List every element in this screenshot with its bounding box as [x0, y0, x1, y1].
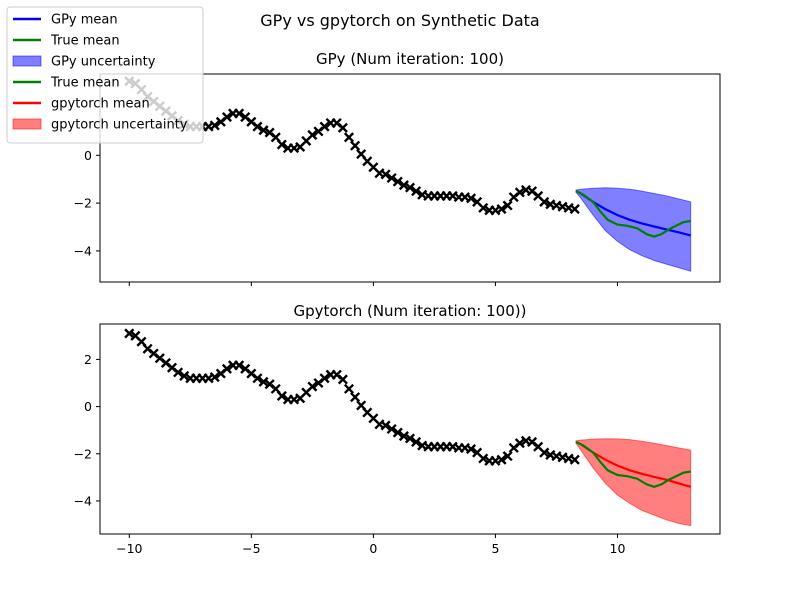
- gpy-y-tick-label: 0: [84, 148, 92, 163]
- gpytorch-observation-marker: [465, 444, 477, 455]
- gpytorch-y-tick-label: 0: [84, 399, 92, 414]
- gpy-subplot-title: GPy (Num iteration: 100): [316, 50, 504, 68]
- gpy-observation-marker: [350, 140, 361, 151]
- gpytorch-observation-marker: [502, 451, 513, 462]
- gpytorch-observation-marker: [258, 376, 269, 387]
- legend: GPy mean True mean GPy uncertainty True mea…: [6, 6, 204, 144]
- gpy-observation-marker: [343, 132, 355, 143]
- gpytorch-observation-marker: [350, 392, 361, 403]
- gpytorch-observation-marker: [209, 372, 220, 383]
- gpy-observation-marker: [258, 125, 269, 136]
- gpytorch-x-tick-label: −5: [242, 541, 260, 556]
- gpytorch-true-mean-line: [575, 441, 691, 488]
- gpytorch-observation-marker: [392, 427, 403, 438]
- legend-label-gpytorch-mean: gpytorch mean: [51, 97, 150, 112]
- gpy-observation-marker: [386, 172, 397, 184]
- gpytorch-observation-marker: [221, 363, 232, 374]
- gpy-observation-marker: [496, 204, 507, 215]
- gpytorch-observation-marker: [496, 454, 507, 465]
- gpytorch-axes-frame: [99, 323, 721, 535]
- gpy-observation-marker: [337, 122, 348, 133]
- gpy-y-tick-label: −4: [74, 243, 92, 258]
- gpytorch-observation-marker: [569, 454, 580, 465]
- figure-title: GPy vs gpytorch on Synthetic Data: [260, 11, 539, 30]
- gpytorch-observation-marker: [179, 370, 190, 381]
- gpy-observation-marker: [539, 196, 550, 207]
- gpytorch-observation-marker: [276, 390, 287, 402]
- gpy-observation-marker: [398, 180, 409, 191]
- gpy-y-tick-label: −2: [74, 196, 92, 211]
- gpytorch-x-tick-label: 10: [610, 541, 626, 556]
- gpy-observation-marker: [569, 204, 580, 215]
- legend-frame: [6, 6, 204, 144]
- gpytorch-observation-marker: [386, 423, 397, 435]
- gpy-observation-marker: [514, 187, 525, 198]
- gpytorch-observation-marker: [478, 453, 489, 464]
- gpy-observation-marker: [392, 176, 403, 187]
- gpytorch-observation-marker: [307, 381, 318, 392]
- gpy-observation-marker: [307, 129, 318, 141]
- gpytorch-observation-marker: [380, 420, 391, 431]
- gpytorch-y-tick-label: 2: [84, 352, 92, 367]
- gpytorch-observation-marker: [173, 367, 184, 378]
- gpytorch-observation-marker: [404, 433, 416, 444]
- gpy-observation-marker: [221, 111, 232, 123]
- gpytorch-observation-marker: [411, 436, 422, 448]
- gpytorch-observation-marker: [234, 360, 245, 371]
- gpytorch-observation-marker: [539, 447, 550, 458]
- gpy-observation-marker: [209, 120, 220, 131]
- gpy-observation-marker: [234, 108, 245, 119]
- legend-label-true-mean: True mean: [50, 76, 120, 91]
- gpy-observation-marker: [502, 200, 513, 211]
- gpytorch-observation-marker: [124, 328, 135, 339]
- legend-swatch-gpytorch-uncertainty: [12, 118, 42, 130]
- gpytorch-observation-marker: [343, 383, 355, 394]
- gpytorch-x-tick-label: −10: [116, 541, 142, 556]
- gpytorch-y-tick-label: −2: [74, 446, 92, 461]
- legend-label-gpy-uncertainty: GPy uncertainty: [51, 55, 156, 70]
- gpytorch-observation-marker: [514, 438, 525, 449]
- gpy-observation-marker: [319, 121, 330, 132]
- legend-swatch-gpy-uncertainty: [12, 55, 42, 67]
- gpy-observation-marker: [380, 169, 391, 180]
- legend-label-gpytorch-uncertainty: gpytorch uncertainty: [51, 118, 188, 133]
- gpy-axes-frame: [99, 73, 721, 283]
- gpytorch-observation-marker: [252, 373, 263, 384]
- gpytorch-x-tick-label: 5: [491, 541, 499, 556]
- gpy-observation-marker: [276, 139, 287, 150]
- gpytorch-observation-marker: [319, 373, 330, 384]
- gpytorch-x-tick-label: 0: [369, 541, 377, 556]
- gpy-observation-marker: [411, 186, 422, 197]
- gpytorch-subplot: −10 −5 0 5 10 −4 −2 0 2 Gpytorch (Num iteration: …: [74, 302, 721, 556]
- gpy-observation-marker: [478, 202, 489, 213]
- gpy-true-mean-line: [575, 190, 691, 238]
- gpytorch-observation-marker: [398, 431, 409, 442]
- gpytorch-y-tick-label: −4: [74, 493, 92, 508]
- gpytorch-subplot-title: Gpytorch (Num iteration: 100)): [294, 302, 527, 320]
- legend-label-gpy-mean: GPy mean: [51, 13, 118, 28]
- gpy-observation-marker: [404, 182, 416, 193]
- legend-label-true-mean: True mean: [50, 34, 120, 49]
- gpy-observation-marker: [252, 121, 263, 132]
- gpytorch-observation-marker: [337, 374, 348, 385]
- gpy-observation-marker: [465, 193, 477, 204]
